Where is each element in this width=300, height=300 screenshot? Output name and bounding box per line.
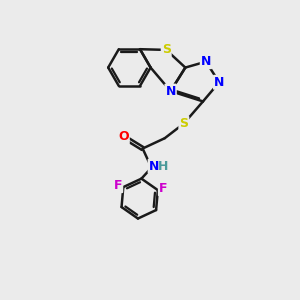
Text: S: S [162, 44, 171, 56]
Text: O: O [118, 130, 129, 143]
Text: N: N [214, 76, 224, 89]
Text: N: N [201, 55, 211, 68]
Text: F: F [159, 182, 167, 195]
Text: S: S [179, 117, 188, 130]
Text: N: N [165, 85, 176, 98]
Text: N: N [148, 160, 159, 173]
Text: H: H [158, 160, 168, 173]
Text: F: F [114, 179, 122, 192]
